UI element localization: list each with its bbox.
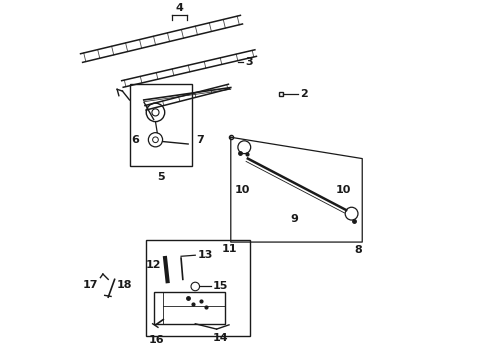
Text: 14: 14: [212, 333, 228, 343]
Text: 3: 3: [245, 57, 253, 67]
Text: 17: 17: [83, 280, 98, 290]
Text: 5: 5: [157, 172, 165, 182]
Text: 10: 10: [235, 185, 250, 195]
Text: 11: 11: [221, 244, 237, 254]
Text: 9: 9: [290, 214, 298, 224]
Text: 13: 13: [198, 250, 213, 260]
Text: 15: 15: [213, 282, 228, 292]
Bar: [146, 240, 250, 336]
Bar: [154, 292, 225, 324]
Text: 7: 7: [196, 135, 204, 145]
Text: 6: 6: [131, 135, 139, 145]
Text: 18: 18: [117, 280, 132, 290]
Text: 2: 2: [300, 89, 308, 99]
Text: 8: 8: [355, 245, 363, 255]
Text: 10: 10: [336, 185, 351, 194]
Text: 16: 16: [149, 335, 165, 345]
Text: 4: 4: [176, 3, 184, 13]
Bar: [129, 84, 192, 166]
Text: 12: 12: [146, 260, 161, 270]
